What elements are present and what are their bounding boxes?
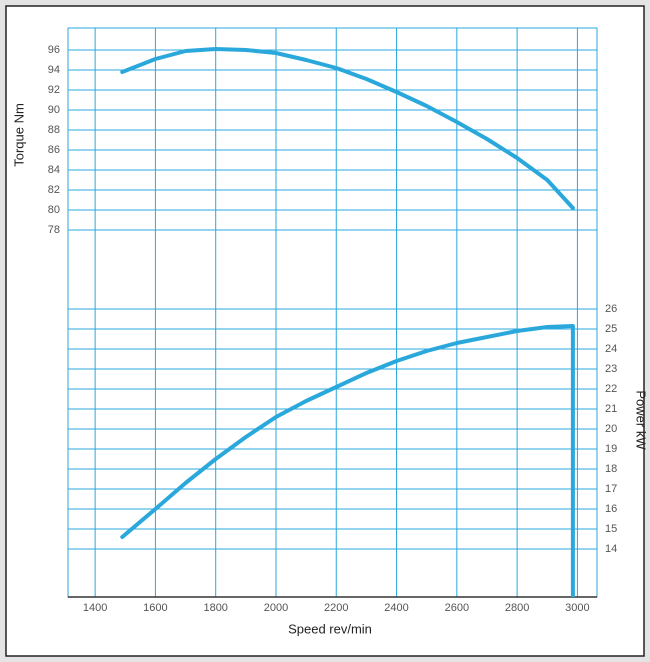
y-tick-label: 94 xyxy=(48,64,60,76)
y2-axis-title: Power kW xyxy=(634,390,649,450)
line-series xyxy=(120,47,575,210)
y2-tick-label: 21 xyxy=(605,403,617,415)
y2-tick-label: 24 xyxy=(605,343,617,355)
y-tick-label: 84 xyxy=(48,164,60,176)
y2-tick-label: 16 xyxy=(605,503,617,515)
x-tick-label: 1400 xyxy=(83,602,107,614)
x-tick-label: 2800 xyxy=(505,602,529,614)
y-tick-label: 78 xyxy=(48,224,60,236)
x-tick-label: 2600 xyxy=(445,602,469,614)
y-tick-label: 88 xyxy=(48,124,60,136)
x-tick-label: 1600 xyxy=(143,602,167,614)
y-tick-label: 86 xyxy=(48,144,60,156)
x-tick-label: 1800 xyxy=(203,602,227,614)
y-tick-label: 80 xyxy=(48,204,60,216)
y2-tick-label: 19 xyxy=(605,443,617,455)
y-axis-title: Torque Nm xyxy=(11,103,26,167)
y-tick-label: 90 xyxy=(48,104,60,116)
y-tick-label: 92 xyxy=(48,84,60,96)
x-tick-label: 3000 xyxy=(565,602,589,614)
y2-tick-label: 15 xyxy=(605,523,617,535)
y2-tick-label: 26 xyxy=(605,303,617,315)
x-tick-label: 2200 xyxy=(324,602,348,614)
frame xyxy=(5,5,645,657)
y2-tick-label: 23 xyxy=(605,363,617,375)
x-tick-label: 2000 xyxy=(264,602,288,614)
y2-tick-label: 14 xyxy=(605,543,617,555)
y2-tick-label: 25 xyxy=(605,323,617,335)
y-tick-label: 82 xyxy=(48,184,60,196)
y-tick-label: 96 xyxy=(48,44,60,56)
line-series xyxy=(120,324,575,539)
x-axis-title: Speed rev/min xyxy=(288,621,372,636)
y2-tick-label: 22 xyxy=(605,383,617,395)
y2-tick-label: 17 xyxy=(605,483,617,495)
x-tick-label: 2400 xyxy=(384,602,408,614)
y2-tick-label: 20 xyxy=(605,423,617,435)
y2-tick-label: 18 xyxy=(605,463,617,475)
